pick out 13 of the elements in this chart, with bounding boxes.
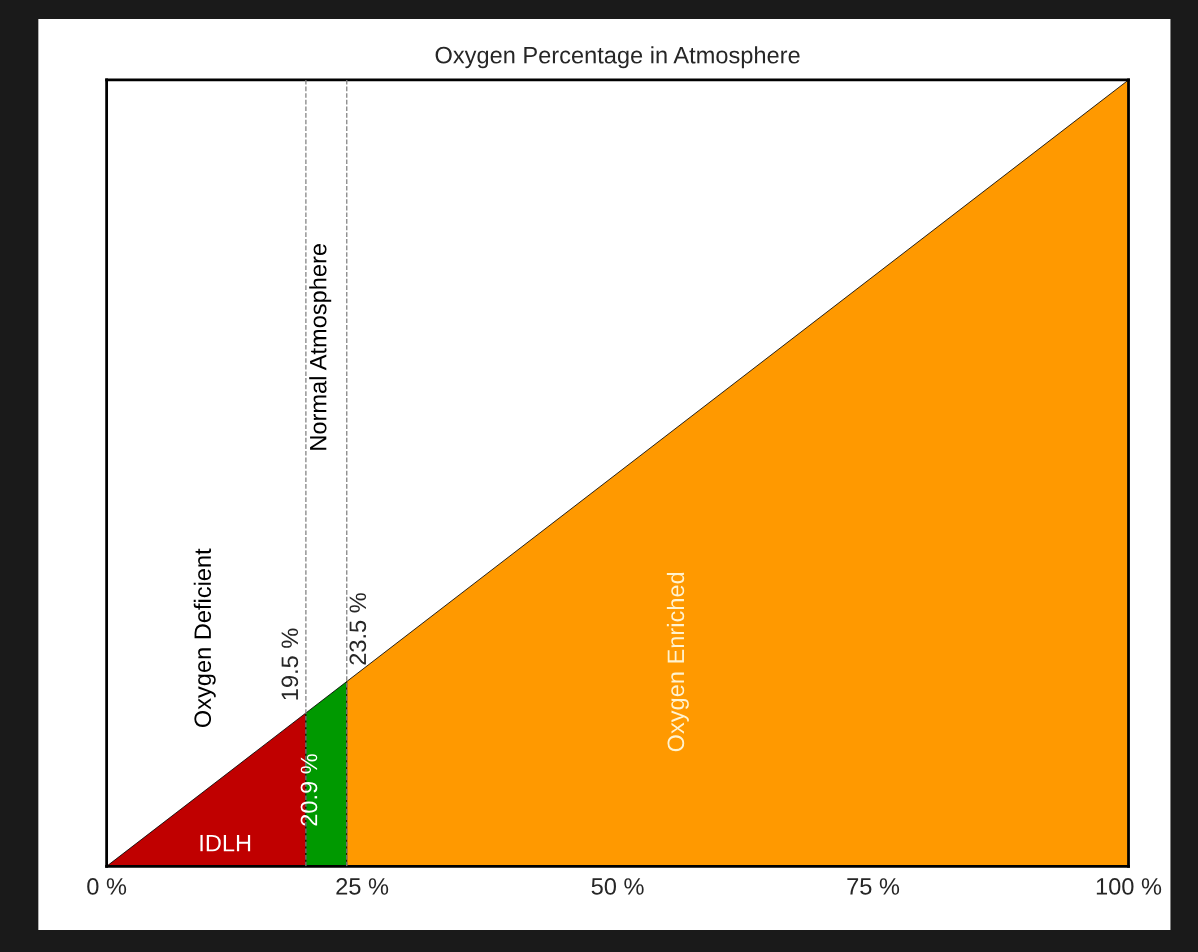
x-tick-label: 100 % (1096, 878, 1162, 895)
annotation: Normal Atmosphere (309, 244, 332, 450)
x-tick-label: 50 % (591, 878, 644, 895)
annotation: Oxygen Enriched (666, 572, 689, 752)
annotation: Oxygen Deficient (193, 548, 216, 728)
ref-line-label: 23.5 % (349, 593, 367, 665)
x-tick-label: 0 % (87, 878, 127, 895)
ref-line-label: 19.5 % (281, 628, 299, 700)
annotation: IDLH (200, 834, 251, 852)
annotation: 20.9 % (300, 754, 318, 826)
x-tick-label: 25 % (336, 878, 389, 895)
chart-title: Oxygen Percentage in Atmosphere (435, 46, 800, 69)
x-tick-label: 75 % (847, 878, 900, 895)
